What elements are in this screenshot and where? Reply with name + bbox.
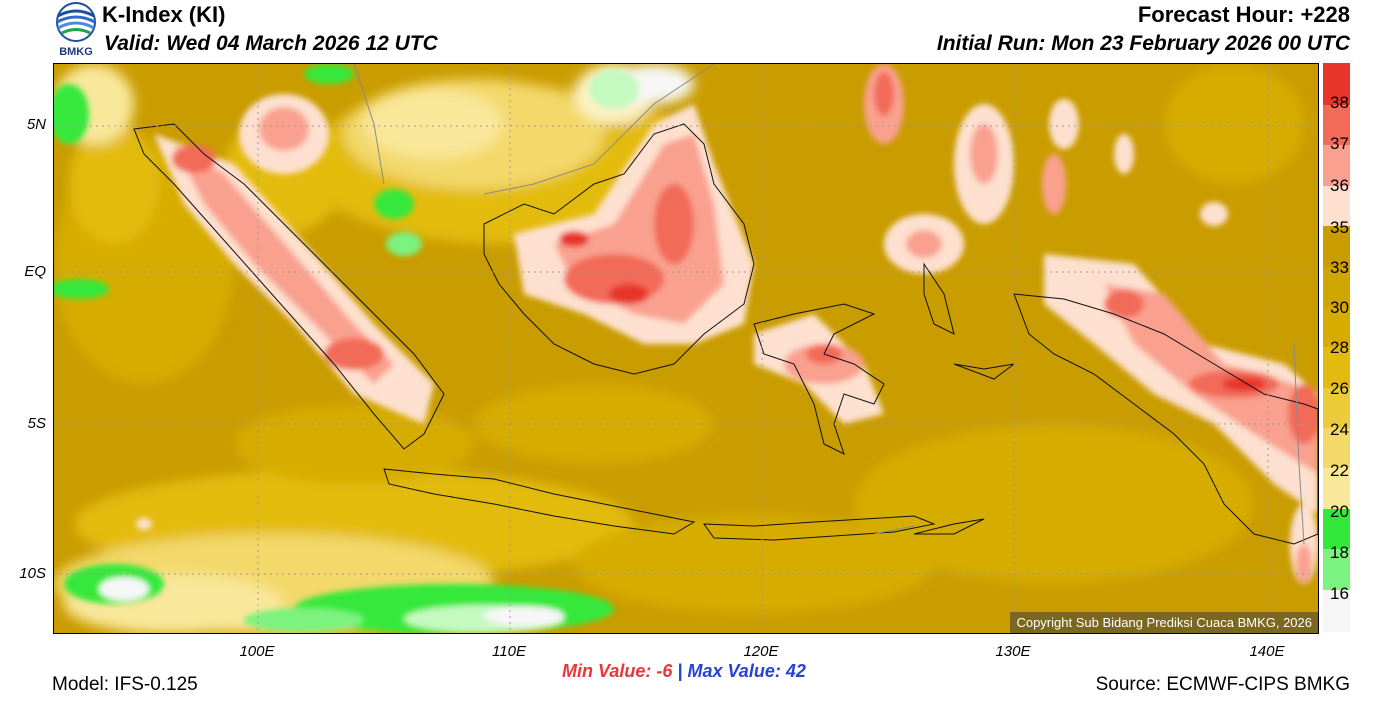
map-canvas	[54, 64, 1318, 633]
model-label: Model: IFS-0.125	[52, 674, 198, 695]
lon-label-130e: 130E	[995, 643, 1031, 660]
colorbar-label: 16	[1330, 584, 1349, 603]
k-index-map: Copyright Sub Bidang Prediksi Cuaca BMKG…	[53, 63, 1319, 634]
map-title: K-Index (KI)	[102, 2, 226, 27]
initial-run: Initial Run: Mon 23 February 2026 00 UTC	[936, 32, 1350, 55]
colorbar-label: 35	[1330, 218, 1349, 237]
logo-text: BMKG	[59, 46, 93, 58]
borders	[353, 64, 1305, 545]
colorbar-segment	[1323, 145, 1350, 186]
timor-coast	[913, 518, 985, 535]
colorbar	[1323, 63, 1350, 632]
colorbar-label: 37	[1330, 134, 1349, 153]
colorbar-label: 38	[1330, 93, 1349, 112]
lon-label-110e: 110E	[492, 643, 526, 660]
colorbar-label: 28	[1330, 338, 1349, 357]
lat-label-eq: EQ	[24, 263, 46, 280]
java-coast	[383, 468, 696, 535]
max-value: 42	[785, 661, 806, 681]
colorbar-label: 33	[1330, 258, 1349, 277]
colorbar-label: 26	[1330, 379, 1349, 398]
valid-time: Valid: Wed 04 March 2026 12 UTC	[104, 32, 438, 55]
colorbar-label: 36	[1330, 176, 1349, 195]
lon-label-140e: 140E	[1249, 643, 1285, 660]
lat-label-5n: 5N	[26, 116, 46, 133]
copyright-text: Copyright Sub Bidang Prediksi Cuaca BMKG…	[1010, 612, 1318, 633]
colorbar-label: 30	[1330, 298, 1349, 317]
colorbar-segment	[1323, 549, 1350, 590]
lat-label-5s: 5S	[27, 415, 46, 432]
colorbar-segment	[1323, 468, 1350, 509]
halmahera-coast	[923, 262, 955, 335]
colorbar-segment	[1323, 105, 1350, 145]
colorbar-segment	[1323, 347, 1350, 388]
colorbar-segment	[1323, 307, 1350, 347]
source-label: Source: ECMWF-CIPS BMKG	[1095, 674, 1350, 695]
sulawesi-coast	[753, 303, 885, 455]
coastlines	[133, 123, 1318, 545]
min-label: Min Value:	[562, 661, 652, 681]
colorbar-segment	[1323, 509, 1350, 549]
min-max-values: Min Value: -6 | Max Value: 42	[562, 661, 806, 682]
colorbar-segment	[1323, 63, 1350, 105]
gridlines	[54, 64, 1318, 633]
min-value: -6	[656, 661, 673, 681]
max-label: Max Value:	[687, 661, 781, 681]
forecast-hour: Forecast Hour: +228	[1137, 2, 1350, 27]
colorbar-segment	[1323, 186, 1350, 226]
colorbar-segment	[1323, 590, 1350, 632]
nusa-tenggara-coast	[702, 515, 936, 541]
colorbar-segment	[1323, 428, 1350, 468]
lon-label-120e: 120E	[743, 643, 779, 660]
separator: |	[677, 661, 683, 681]
papua-coast	[1013, 293, 1318, 545]
colorbar-segment	[1323, 388, 1350, 428]
lon-label-100e: 100E	[239, 643, 275, 660]
lat-label-10s: 10S	[19, 565, 46, 582]
colorbar-label: 18	[1330, 543, 1349, 562]
colorbar-segment	[1323, 226, 1350, 267]
colorbar-label: 20	[1330, 502, 1349, 521]
colorbar-label: 24	[1330, 420, 1349, 439]
sumatra-coast	[133, 123, 445, 450]
borneo-coast	[483, 123, 755, 375]
colorbar-label: 22	[1330, 461, 1349, 480]
bmkg-logo-icon	[56, 2, 96, 42]
colorbar-segment	[1323, 267, 1350, 307]
